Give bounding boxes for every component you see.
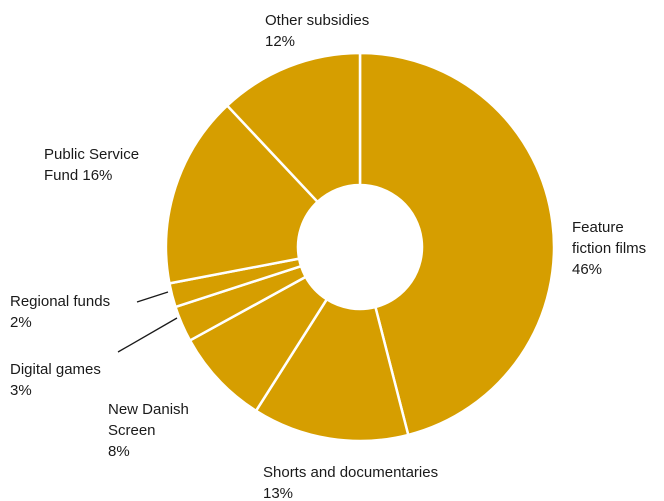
- slice-label-1: Shorts and documentaries 13%: [263, 464, 438, 501]
- slice-label-line: 8%: [108, 443, 130, 460]
- slice-label-4: Regional funds 2%: [10, 293, 110, 331]
- slice-label-line: fiction films: [572, 240, 646, 257]
- slice-label-line: Fund 16%: [44, 167, 112, 184]
- slice-label-line: Regional funds: [10, 293, 110, 310]
- slice-5: [164, 104, 319, 285]
- slice-label-6: Other subsidies 12%: [265, 12, 369, 50]
- slice-label-0: Feature fiction films 46%: [572, 219, 646, 278]
- slice-label-line: Screen: [108, 422, 156, 439]
- slice-label-line: Public Service: [44, 146, 139, 163]
- slice-label-line: Other subsidies: [265, 12, 369, 29]
- slice-0: [358, 51, 556, 437]
- slice-label-line: 3%: [10, 382, 32, 399]
- slice-label-2: New Danish Screen 8%: [108, 401, 189, 460]
- slice-label-line: New Danish: [108, 401, 189, 418]
- slice-label-line: Digital games: [10, 361, 101, 378]
- leader-line-3: [117, 317, 178, 353]
- slice-label-3: Digital games 3%: [10, 361, 101, 399]
- slice-label-line: 13%: [263, 485, 293, 501]
- slice-label-line: 2%: [10, 314, 32, 331]
- slice-label-line: 46%: [572, 261, 602, 278]
- slice-label-5: Public Service Fund 16%: [44, 146, 139, 184]
- slice-1: [254, 298, 410, 443]
- slice-6: [225, 51, 362, 204]
- leader-line-4: [136, 291, 169, 303]
- slice-label-line: 12%: [265, 33, 295, 50]
- slice-label-line: Feature: [572, 219, 624, 236]
- slice-label-line: Shorts and documentaries: [263, 464, 438, 481]
